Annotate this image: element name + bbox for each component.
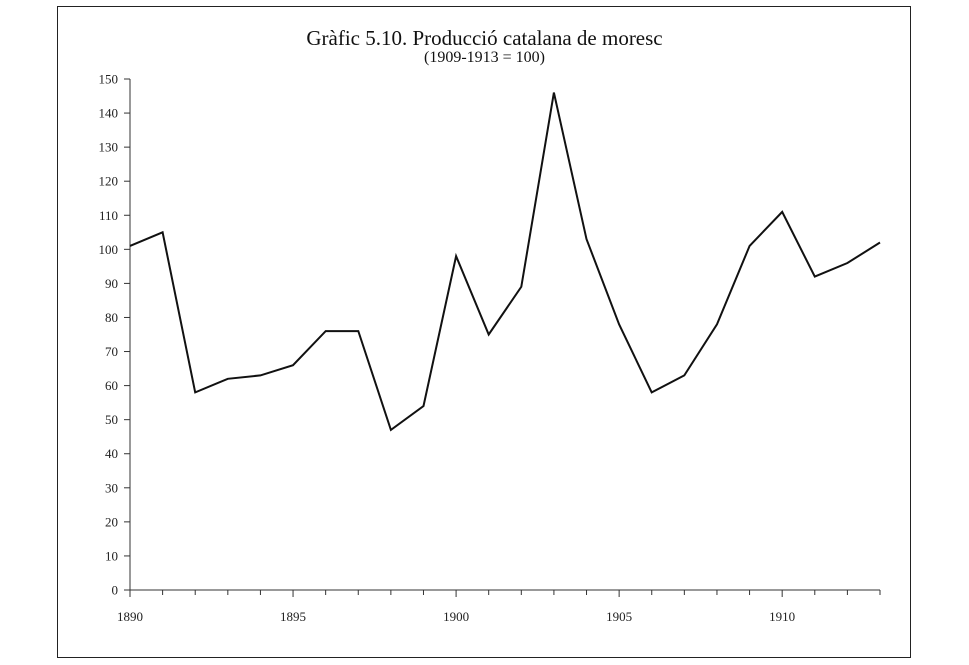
x-tick-label: 1900 xyxy=(443,609,469,624)
y-tick-label: 40 xyxy=(105,446,118,461)
series-line xyxy=(129,92,881,432)
x-tick-label: 1890 xyxy=(117,609,143,624)
x-tick-label: 1895 xyxy=(280,609,306,624)
y-tick-label: 50 xyxy=(105,412,118,427)
chart-frame xyxy=(57,6,911,658)
y-tick-label: 140 xyxy=(99,106,119,121)
y-tick-label: 60 xyxy=(105,378,118,393)
y-tick-label: 30 xyxy=(105,480,118,495)
chart-title: Gràfic 5.10. Producció catalana de mores… xyxy=(306,26,663,50)
y-tick-label: 150 xyxy=(99,72,119,87)
y-tick-label: 0 xyxy=(112,583,119,598)
x-tick-label: 1905 xyxy=(606,609,632,624)
y-tick-label: 110 xyxy=(99,208,118,223)
y-tick-label: 120 xyxy=(99,174,119,189)
y-tick-label: 70 xyxy=(105,344,118,359)
y-tick-label: 80 xyxy=(105,310,118,325)
y-tick-label: 90 xyxy=(105,276,118,291)
chart-subtitle: (1909-1913 = 100) xyxy=(423,49,545,66)
y-tick-label: 20 xyxy=(105,514,118,529)
y-tick-label: 130 xyxy=(99,140,119,155)
x-tick-label: 1910 xyxy=(769,609,795,624)
y-tick-label: 100 xyxy=(99,242,119,257)
y-tick-label: 10 xyxy=(105,548,118,563)
